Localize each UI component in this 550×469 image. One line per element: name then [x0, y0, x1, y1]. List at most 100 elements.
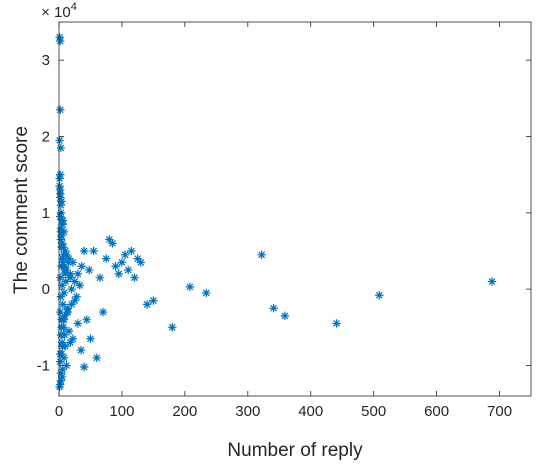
- data-point: [280, 311, 290, 321]
- data-point: [62, 265, 71, 275]
- data-point: [56, 368, 66, 378]
- data-point: [202, 288, 211, 298]
- data-point: [117, 258, 127, 267]
- y-exponent-label: × 104: [41, 1, 77, 21]
- y-tick-label: 1: [42, 205, 50, 222]
- data-point: [114, 269, 123, 279]
- data-point: [66, 273, 75, 282]
- data-point: [61, 269, 70, 279]
- data-point: [149, 296, 158, 305]
- data-point: [108, 239, 117, 248]
- y-tick-label: 2: [42, 128, 50, 145]
- data-point: [56, 36, 65, 46]
- y-exponent-power: 4: [71, 1, 77, 13]
- plot-area-frame: [58, 21, 532, 397]
- data-point: [62, 361, 71, 370]
- data-point: [56, 227, 66, 237]
- data-point: [332, 319, 341, 328]
- data-point: [58, 258, 67, 267]
- data-point: [56, 273, 65, 282]
- data-point: [63, 307, 73, 317]
- data-point: [58, 300, 67, 309]
- data-point: [269, 304, 278, 313]
- data-point: [57, 197, 66, 206]
- data-point: [86, 334, 95, 343]
- x-tick-label: 300: [235, 403, 260, 420]
- data-points: [55, 33, 497, 392]
- data-point: [61, 277, 71, 286]
- x-tick-label: 100: [109, 403, 134, 420]
- data-point: [92, 353, 101, 363]
- data-point: [76, 346, 86, 355]
- data-point: [56, 307, 65, 317]
- data-point: [56, 357, 65, 366]
- data-point: [57, 239, 67, 248]
- data-point: [59, 250, 68, 259]
- data-point: [66, 338, 75, 347]
- data-point: [59, 315, 69, 324]
- data-point: [72, 292, 81, 301]
- data-point: [79, 246, 89, 256]
- data-point: [57, 231, 66, 240]
- data-point: [56, 189, 65, 198]
- data-point: [58, 365, 67, 374]
- data-point: [111, 262, 120, 271]
- data-point: [67, 284, 76, 294]
- data-point: [61, 246, 70, 256]
- data-point: [56, 143, 66, 153]
- data-point: [105, 235, 114, 244]
- data-point: [487, 277, 497, 286]
- data-point: [58, 216, 67, 225]
- data-point: [55, 136, 64, 145]
- data-point: [70, 277, 79, 286]
- y-tick-label: 3: [42, 52, 50, 69]
- data-point: [57, 323, 66, 332]
- data-point: [57, 372, 67, 382]
- data-point: [56, 349, 65, 359]
- data-point: [130, 273, 139, 282]
- data-point: [98, 307, 108, 317]
- data-point: [68, 258, 78, 267]
- data-point: [85, 265, 94, 275]
- data-point: [75, 281, 84, 290]
- data-point: [73, 269, 83, 279]
- y-exponent-prefix: × 10: [41, 4, 71, 21]
- data-point: [56, 235, 66, 244]
- data-point: [79, 362, 89, 372]
- data-point: [64, 254, 74, 263]
- y-tick-label: -1: [37, 357, 50, 374]
- data-point: [57, 242, 66, 252]
- data-point: [64, 326, 74, 336]
- data-point: [55, 181, 64, 191]
- data-point: [59, 353, 69, 363]
- data-point: [60, 311, 69, 321]
- data-point: [60, 330, 69, 340]
- data-point: [375, 291, 384, 300]
- data-point: [70, 296, 79, 305]
- data-point: [142, 300, 152, 309]
- data-point: [57, 281, 67, 290]
- x-tick-label: 400: [298, 403, 323, 420]
- data-point: [133, 254, 142, 263]
- data-point: [68, 334, 78, 343]
- data-point: [56, 380, 65, 389]
- data-point: [64, 258, 73, 267]
- x-axis-title: Number of reply: [227, 440, 363, 461]
- data-point: [77, 262, 86, 271]
- y-axis-title: The comment score: [11, 126, 32, 294]
- data-point: [67, 300, 76, 309]
- data-point: [60, 262, 69, 271]
- data-point: [56, 212, 65, 221]
- data-point: [59, 288, 69, 298]
- data-point: [127, 246, 136, 256]
- x-tick-label: 500: [361, 403, 386, 420]
- x-tick-label: 200: [172, 403, 197, 420]
- data-point: [89, 246, 98, 256]
- data-point: [55, 33, 64, 42]
- data-point: [57, 342, 67, 351]
- data-point: [102, 254, 111, 263]
- x-tick-label: 0: [55, 403, 63, 420]
- x-tick-label: 700: [487, 403, 512, 420]
